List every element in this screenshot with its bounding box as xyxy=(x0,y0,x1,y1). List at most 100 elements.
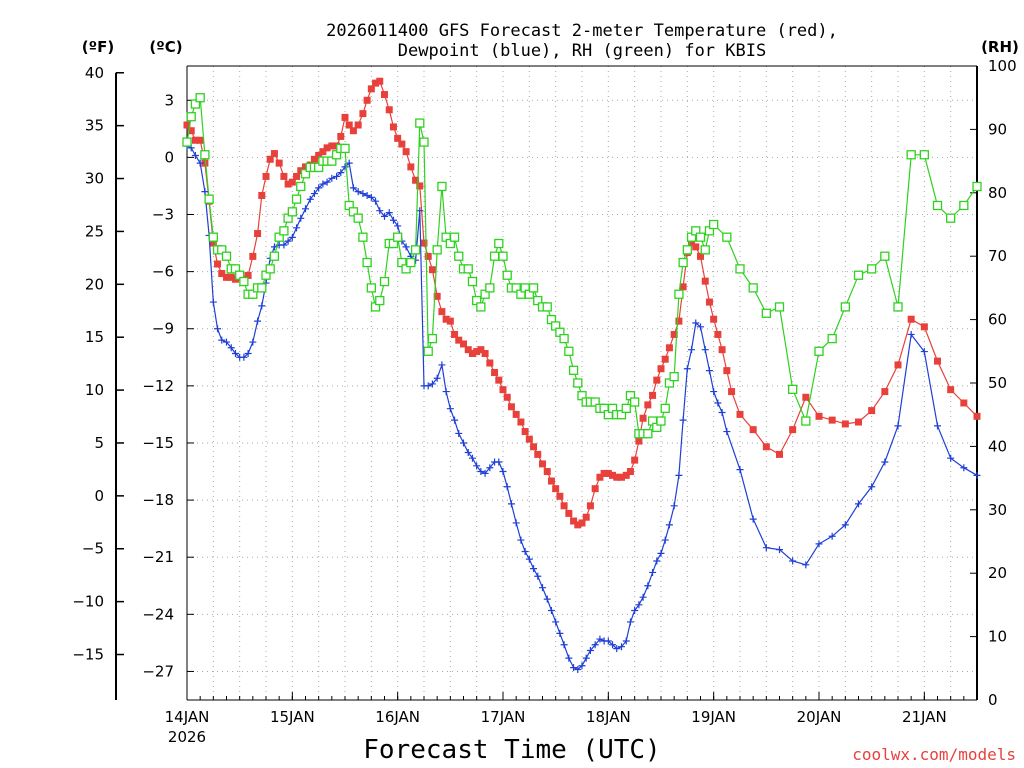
temperature-point xyxy=(907,315,915,323)
celsius-tick-label: −9 xyxy=(152,320,174,338)
dewpoint-point xyxy=(323,178,331,186)
dewpoint-point xyxy=(934,422,941,430)
dewpoint-point xyxy=(556,629,564,637)
rh-point xyxy=(265,264,275,274)
temperature-point xyxy=(697,252,704,260)
temperature-point xyxy=(653,376,661,384)
temperature-point xyxy=(596,473,604,481)
temperature-point xyxy=(868,407,876,415)
rh-point xyxy=(423,346,433,356)
rh-point xyxy=(722,232,732,242)
dewpoint-point xyxy=(402,243,410,251)
rh-point xyxy=(348,207,359,217)
temperature-point xyxy=(539,460,546,468)
rh-tick-label: 100 xyxy=(988,57,1017,75)
temperature-point xyxy=(679,283,687,291)
temperature-point xyxy=(438,308,446,316)
dewpoint-point xyxy=(196,159,204,167)
dewpoint-point xyxy=(582,654,590,662)
dewpoint-point xyxy=(718,409,726,417)
tick-labels: 14JAN 2026 15JAN 16JAN 17JAN 18JAN 19JAN 20JAN 2… xyxy=(72,57,1016,746)
rh-unit-label: (RH) xyxy=(981,38,1019,56)
rh-point xyxy=(761,308,771,318)
dewpoint-point xyxy=(297,214,305,222)
x-tick-label: 15JAN xyxy=(270,708,315,726)
temperature-point xyxy=(525,435,533,443)
temperature-point xyxy=(328,142,336,150)
temperature-point xyxy=(359,110,367,118)
temperature-point xyxy=(499,386,507,394)
x-tick-label: 18JAN xyxy=(586,708,631,726)
temperature-point xyxy=(491,369,499,377)
temperature-point xyxy=(855,418,862,426)
dewpoint-point xyxy=(749,515,757,523)
temperature-point xyxy=(315,151,323,159)
temperature-point xyxy=(433,292,441,300)
dewpoint-point xyxy=(337,169,345,177)
dewpoint-point xyxy=(560,641,568,649)
temperature-point xyxy=(657,365,665,373)
x-axis-label: Forecast Time (UTC) xyxy=(363,735,660,765)
temperature-point xyxy=(398,140,406,148)
rh-point xyxy=(656,416,666,426)
dewpoint-point xyxy=(644,582,652,590)
temperature-point xyxy=(947,386,955,394)
rh-point xyxy=(630,397,640,407)
rh-point xyxy=(564,346,574,356)
rh-point xyxy=(932,200,943,211)
temperature-point xyxy=(776,450,783,458)
temperature-point xyxy=(635,437,643,445)
temperature-point xyxy=(556,492,564,500)
dewpoint-point xyxy=(209,298,217,306)
rh-tick-label: 0 xyxy=(988,691,998,709)
temperature-point xyxy=(670,330,678,338)
x-tick-label: 20JAN xyxy=(797,708,842,726)
dewpoint-point xyxy=(626,618,634,626)
dewpoint-point xyxy=(789,557,797,565)
temperature-point xyxy=(565,509,573,517)
temperature-point xyxy=(455,336,463,344)
celsius-tick-label: −3 xyxy=(152,206,174,224)
dewpoint-point xyxy=(591,641,599,649)
temperature-point xyxy=(618,473,625,481)
temperature-point xyxy=(582,513,590,521)
dewpoint-point xyxy=(451,416,459,424)
dewpoint-point xyxy=(947,454,955,462)
temperature-point xyxy=(622,471,630,479)
temperature-point xyxy=(420,239,428,247)
dewpoint-point xyxy=(214,325,222,333)
rh-point xyxy=(248,289,258,299)
dewpoint-point xyxy=(512,519,520,527)
temperature-point xyxy=(323,144,331,152)
rh-point xyxy=(204,194,214,204)
fahrenheit-tick-label: 20 xyxy=(85,275,104,293)
temperature-point xyxy=(266,155,274,163)
temperature-point xyxy=(718,346,726,354)
temperature-point xyxy=(201,159,209,167)
rh-point xyxy=(542,302,552,312)
temperature-point xyxy=(710,315,718,323)
dewpoint-point xyxy=(240,353,248,361)
rh-point xyxy=(279,226,289,236)
celsius-tick-label: 0 xyxy=(164,148,174,166)
rh-point xyxy=(709,219,719,230)
dewpoint-point xyxy=(973,471,981,479)
rh-point xyxy=(972,181,982,192)
temperature-point xyxy=(728,388,736,396)
celsius-tick-label: −18 xyxy=(142,491,174,509)
temperature-point xyxy=(517,418,525,426)
dewpoint-point xyxy=(613,645,621,653)
temperature-point xyxy=(534,450,542,458)
celsius-tick-label: −27 xyxy=(142,662,174,680)
rh-point xyxy=(327,156,337,166)
temperature-point xyxy=(428,266,436,274)
chart-title-line1: 2026011400 GFS Forecast 2-meter Temperat… xyxy=(326,21,838,41)
dewpoint-point xyxy=(762,544,770,552)
rh-point xyxy=(568,365,579,375)
rh-point xyxy=(375,295,385,306)
fahrenheit-tick-label: 25 xyxy=(85,222,104,240)
temperature-point xyxy=(881,388,889,396)
rh-point xyxy=(379,276,390,287)
dewpoint-point xyxy=(223,338,230,346)
rh-point xyxy=(660,403,670,414)
